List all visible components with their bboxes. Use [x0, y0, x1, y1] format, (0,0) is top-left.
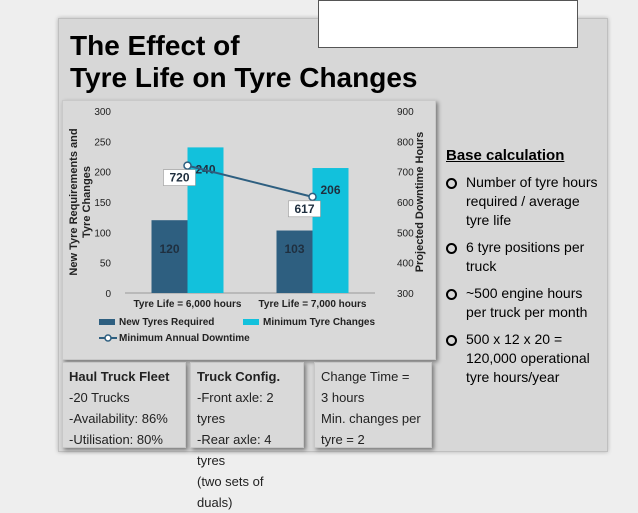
- box-line: -Availability: 86%: [69, 411, 168, 426]
- bullet-item: ~500 engine hours per truck per month: [446, 284, 606, 322]
- line-series: [187, 164, 313, 198]
- y-tick-label: 300: [94, 107, 111, 118]
- box-heading: Haul Truck Fleet: [69, 369, 170, 384]
- circle-bullet-icon: [446, 289, 457, 300]
- bullet-item: Number of tyre hours required / average …: [446, 173, 606, 230]
- y2-tick-label: 700: [397, 168, 414, 179]
- truck-config-box: Truck Config. -Front axle: 2 tyres -Rear…: [190, 362, 304, 510]
- title-line-1: The Effect of: [70, 30, 240, 61]
- x-tick-label: Tyre Life = 7,000 hours: [259, 299, 367, 310]
- chart-panel: 0 50 100 150 200 250 300 300 400 500 600 700 800 900 N…: [62, 100, 436, 360]
- legend-marker: [104, 334, 112, 342]
- box-line: tyre = 2: [321, 432, 365, 447]
- y2-tick-label: 800: [397, 137, 414, 148]
- line-point: [183, 161, 192, 170]
- line-data-label-box: [163, 169, 196, 186]
- line-data-label: 720: [169, 171, 189, 185]
- bullet-item: 6 tyre positions per truck: [446, 238, 606, 276]
- legend-label: Minimum Tyre Changes: [263, 317, 375, 328]
- y-tick-label: 50: [100, 259, 112, 270]
- box-line: Min. changes per: [321, 411, 421, 426]
- line-data-label: 617: [294, 202, 314, 216]
- y-tick-label: 100: [94, 228, 111, 239]
- base-calculation-heading: Base calculation: [446, 147, 565, 164]
- bullet-text: 500 x 12 x 20 = 120,000 operational tyre…: [466, 331, 590, 385]
- legend-swatch: [243, 319, 259, 325]
- circle-bullet-icon: [446, 178, 457, 189]
- y-tick-label: 250: [94, 137, 111, 148]
- circle-bullet-icon: [446, 335, 457, 346]
- x-tick-label: Tyre Life = 6,000 hours: [134, 299, 242, 310]
- bullet-text: 6 tyre positions per truck: [466, 239, 585, 274]
- box-line: -Utilisation: 80%: [69, 432, 163, 447]
- box-line: 3 hours: [321, 390, 365, 405]
- box-line: Change Time =: [321, 369, 410, 384]
- y-tick-label: 150: [94, 198, 111, 209]
- legend-label: Minimum Annual Downtime: [119, 333, 250, 344]
- y-tick-label: 200: [94, 168, 111, 179]
- bar-data-label: 103: [284, 242, 304, 256]
- bar-data-label: 206: [320, 183, 340, 197]
- slide-title: The Effect of Tyre Life on Tyre Changes: [70, 30, 417, 94]
- box-line: -20 Trucks: [69, 390, 130, 405]
- box-line: -Front axle: 2 tyres: [197, 390, 274, 426]
- y2-tick-label: 900: [397, 107, 414, 118]
- circle-bullet-icon: [446, 243, 457, 254]
- y2-tick-label: 500: [397, 228, 414, 239]
- bullet-item: 500 x 12 x 20 = 120,000 operational tyre…: [446, 330, 606, 387]
- bar: [276, 230, 313, 293]
- title-line-2: Tyre Life on Tyre Changes: [70, 62, 418, 93]
- legend-label: New Tyres Required: [119, 317, 214, 328]
- change-time-box: Change Time = 3 hours Min. changes per t…: [314, 362, 432, 448]
- y2-axis-label: Projected Downtime Hours: [414, 132, 426, 273]
- line-data-label-box: [288, 200, 321, 218]
- haul-truck-fleet-box: Haul Truck Fleet -20 Trucks -Availabilit…: [62, 362, 186, 448]
- y-axis-label: New Tyre Requirements andTyre Changes: [68, 128, 93, 275]
- bar: [151, 220, 188, 293]
- bullet-text: Number of tyre hours required / average …: [466, 174, 598, 228]
- legend-swatch: [99, 319, 115, 325]
- base-calculation-panel: Base calculation Number of tyre hours re…: [446, 146, 606, 395]
- y2-tick-label: 300: [397, 289, 414, 300]
- header-box: [318, 0, 578, 48]
- box-line: -Rear axle: 4 tyres: [197, 432, 272, 468]
- y2-tick-label: 400: [397, 259, 414, 270]
- y2-tick-label: 600: [397, 198, 414, 209]
- bar: [312, 168, 349, 293]
- chart-svg: 0 50 100 150 200 250 300 300 400 500 600 700 800 900 N…: [68, 107, 426, 344]
- y-tick-label: 0: [105, 289, 111, 300]
- bullet-list: Number of tyre hours required / average …: [446, 173, 606, 387]
- box-line: (two sets of duals): [197, 474, 264, 510]
- line-point: [308, 192, 317, 202]
- bullet-text: ~500 engine hours per truck per month: [466, 285, 588, 320]
- bar-data-label: 120: [159, 242, 179, 256]
- box-heading: Truck Config.: [197, 369, 281, 384]
